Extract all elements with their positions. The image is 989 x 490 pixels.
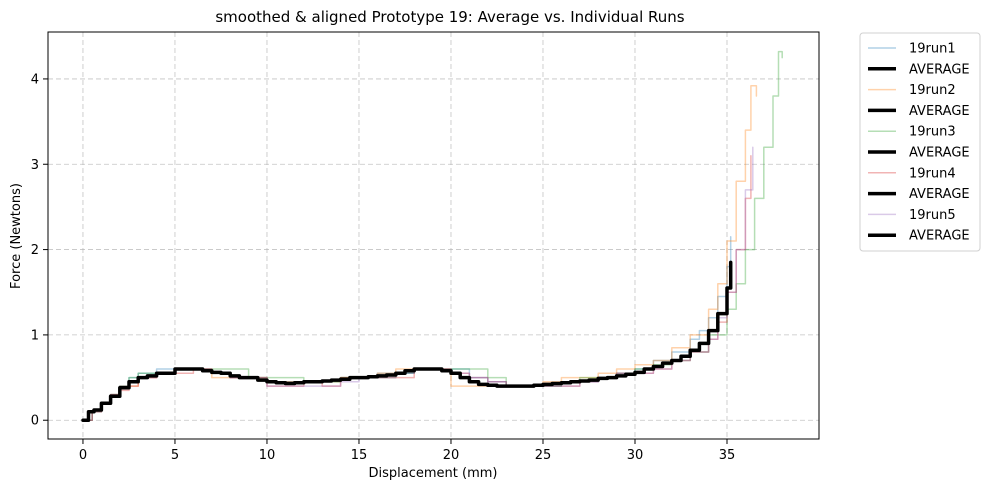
series-line-19run5	[82, 146, 754, 421]
x-tick-label: 15	[351, 448, 368, 463]
legend-label: 19run3	[909, 125, 956, 140]
legend-label: AVERAGE	[909, 146, 970, 161]
legend-label: 19run4	[909, 166, 956, 181]
legend-label: AVERAGE	[909, 229, 970, 244]
x-tick-label: 25	[535, 448, 552, 463]
y-tick-label: 2	[31, 243, 39, 258]
series-line-19run3	[82, 50, 783, 421]
legend-label: AVERAGE	[909, 104, 970, 119]
legend-label: AVERAGE	[909, 62, 970, 77]
series-line-19run4	[82, 154, 752, 421]
x-tick-label: 0	[79, 448, 87, 463]
x-tick-label: 20	[443, 448, 460, 463]
y-tick-label: 0	[31, 414, 39, 429]
legend-label: AVERAGE	[909, 187, 970, 202]
series-line-19run1	[82, 236, 732, 421]
legend-frame	[859, 32, 981, 252]
x-tick-label: 30	[627, 448, 644, 463]
series-layer	[81, 50, 783, 422]
chart-title: smoothed & aligned Prototype 19: Average…	[215, 8, 684, 26]
ticks: 0 5 10 15 20 25 30 35 0 1 2 3 4	[31, 72, 736, 463]
legend-label: 19run5	[909, 208, 956, 223]
x-axis-label: Displacement (mm)	[369, 466, 498, 481]
plot-area	[47, 31, 820, 440]
legend-label: 19run2	[909, 83, 956, 98]
legend: 19run1 AVERAGE 19run2 AVERAGE 19run3 AVERAGE 1…	[859, 32, 981, 252]
grid	[48, 32, 819, 439]
x-tick-label: 10	[259, 448, 276, 463]
y-tick-label: 1	[31, 328, 39, 343]
series-line-average	[81, 260, 733, 422]
legend-label: 19run1	[909, 42, 956, 57]
x-tick-label: 5	[171, 448, 179, 463]
y-tick-label: 3	[31, 158, 39, 173]
y-tick-label: 4	[31, 72, 39, 87]
y-axis-label: Force (Newtons)	[9, 183, 24, 289]
x-tick-label: 35	[719, 448, 736, 463]
